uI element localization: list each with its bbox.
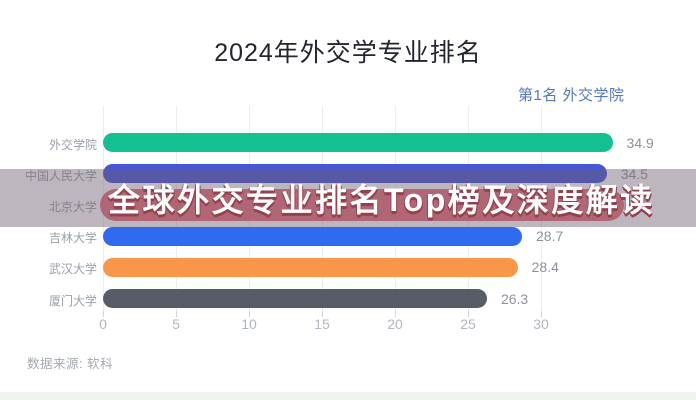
bar-value-label: 28.7 bbox=[536, 228, 564, 245]
bar-value-label: 26.3 bbox=[500, 290, 529, 307]
x-axis-tick-label: 5 bbox=[172, 316, 180, 332]
x-axis-tick bbox=[249, 311, 250, 317]
x-axis-tick bbox=[322, 311, 323, 317]
bar-2 bbox=[103, 164, 607, 184]
x-axis-tick-label: 20 bbox=[387, 316, 403, 332]
bar-category-label: 北京大学 bbox=[48, 199, 97, 214]
chart-legend-rank1: 第1名 外交学院 bbox=[518, 87, 625, 104]
bar-category-label: 外交学院 bbox=[48, 137, 97, 152]
x-axis-tick-label: 10 bbox=[241, 316, 257, 332]
bar-value-label: 28.4 bbox=[531, 259, 559, 276]
bar-5 bbox=[103, 257, 518, 277]
x-axis-tick-label: 30 bbox=[533, 316, 549, 332]
bar-value-label: 34.5 bbox=[620, 165, 648, 182]
bar-category-label: 中国人民大学 bbox=[24, 168, 97, 183]
bar-category-label: 吉林大学 bbox=[48, 231, 97, 246]
x-axis-tick-label: 0 bbox=[99, 316, 107, 332]
bar-category-label: 厦门大学 bbox=[48, 293, 97, 308]
x-axis-tick-label: 25 bbox=[460, 316, 476, 332]
x-axis-tick bbox=[395, 311, 396, 317]
bar-category-label: 武汉大学 bbox=[48, 262, 97, 277]
chart-title: 2024年外交学专业排名 bbox=[214, 39, 482, 67]
x-axis-tick-label: 15 bbox=[314, 316, 330, 332]
bar-value-label: 34.9 bbox=[626, 134, 654, 151]
bar-6 bbox=[103, 289, 487, 308]
x-axis-tick bbox=[468, 311, 469, 317]
data-source-note: 数据来源: 软科 bbox=[27, 357, 113, 371]
bar-1 bbox=[103, 133, 613, 152]
headline-text: 全球外交专业排名Top榜及深度解读 bbox=[108, 182, 655, 218]
headline-pill-background bbox=[100, 189, 624, 221]
bottom-edge-strip bbox=[0, 392, 696, 400]
x-axis-tick bbox=[541, 311, 542, 317]
bar-4 bbox=[103, 226, 523, 246]
x-axis-tick bbox=[103, 311, 104, 317]
x-axis-tick bbox=[176, 311, 177, 317]
